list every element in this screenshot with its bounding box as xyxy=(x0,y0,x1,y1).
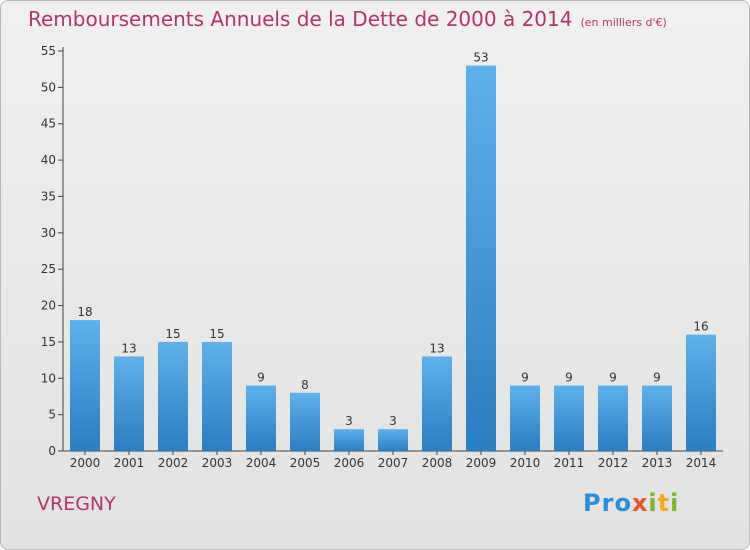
y-tick-label: 20 xyxy=(41,299,56,313)
bar-value-label: 13 xyxy=(429,341,444,355)
x-tick-label: 2002 xyxy=(158,456,189,470)
bar xyxy=(466,65,496,451)
x-tick-label: 2004 xyxy=(246,456,277,470)
x-tick-label: 2005 xyxy=(290,456,321,470)
x-tick-label: 2013 xyxy=(642,456,673,470)
x-tick-label: 2009 xyxy=(466,456,497,470)
bar-value-label: 15 xyxy=(165,327,180,341)
y-tick-label: 25 xyxy=(41,262,56,276)
y-tick-label: 55 xyxy=(41,44,56,58)
y-tick-label: 30 xyxy=(41,226,56,240)
logo-letter: o xyxy=(614,489,632,517)
logo-letter: P xyxy=(583,489,602,517)
y-tick-label: 10 xyxy=(41,371,56,385)
bar-value-label: 9 xyxy=(653,371,661,385)
bar xyxy=(114,356,144,451)
bar-value-label: 9 xyxy=(257,371,265,385)
bar xyxy=(686,334,716,451)
x-tick-label: 2011 xyxy=(554,456,585,470)
bar-value-label: 3 xyxy=(389,414,397,428)
x-tick-label: 2014 xyxy=(686,456,717,470)
logo-letter: x xyxy=(631,489,649,517)
bar-value-label: 8 xyxy=(301,378,309,392)
x-tick-label: 2012 xyxy=(598,456,629,470)
bar xyxy=(598,385,628,451)
bar-value-label: 9 xyxy=(609,371,617,385)
logo-letter: t xyxy=(657,489,671,517)
bar xyxy=(334,429,364,451)
x-tick-label: 2007 xyxy=(378,456,409,470)
bar-value-label: 16 xyxy=(693,320,708,334)
bar-value-label: 53 xyxy=(473,51,488,65)
y-tick-label: 5 xyxy=(48,408,56,422)
logo-letter: i xyxy=(648,489,658,517)
bar xyxy=(422,356,452,451)
bar xyxy=(202,341,232,451)
x-tick-label: 2008 xyxy=(422,456,453,470)
bar-value-label: 3 xyxy=(345,414,353,428)
x-tick-label: 2003 xyxy=(202,456,233,470)
bar-value-label: 13 xyxy=(121,341,136,355)
logo-letter: r xyxy=(601,489,615,517)
y-tick-label: 15 xyxy=(41,335,56,349)
bar xyxy=(158,341,188,451)
bar xyxy=(554,385,584,451)
chart-title-text: Remboursements Annuels de la Dette de 20… xyxy=(28,7,573,31)
y-tick-label: 50 xyxy=(41,80,56,94)
proxiti-logo[interactable]: Proxiti xyxy=(583,489,679,517)
bar xyxy=(642,385,672,451)
bar-value-label: 9 xyxy=(521,371,529,385)
bar xyxy=(510,385,540,451)
x-tick-label: 2010 xyxy=(510,456,541,470)
y-tick-label: 0 xyxy=(48,444,56,458)
bar xyxy=(246,385,276,451)
bar-value-label: 15 xyxy=(209,327,224,341)
logo-letter: i xyxy=(670,489,680,517)
x-tick-label: 2001 xyxy=(114,456,145,470)
x-tick-label: 2006 xyxy=(334,456,365,470)
bar-value-label: 9 xyxy=(565,371,573,385)
bar-value-label: 18 xyxy=(77,305,92,319)
bar xyxy=(378,429,408,451)
y-tick-label: 45 xyxy=(41,117,56,131)
y-tick-label: 35 xyxy=(41,189,56,203)
bar xyxy=(290,392,320,451)
chart-unit: (en milliers d'€) xyxy=(580,16,667,29)
town-name: VREGNY xyxy=(37,493,116,515)
bar xyxy=(70,320,100,451)
x-tick-label: 2000 xyxy=(70,456,101,470)
chart-title: Remboursements Annuels de la Dette de 20… xyxy=(28,7,667,31)
y-tick-label: 40 xyxy=(41,153,56,167)
